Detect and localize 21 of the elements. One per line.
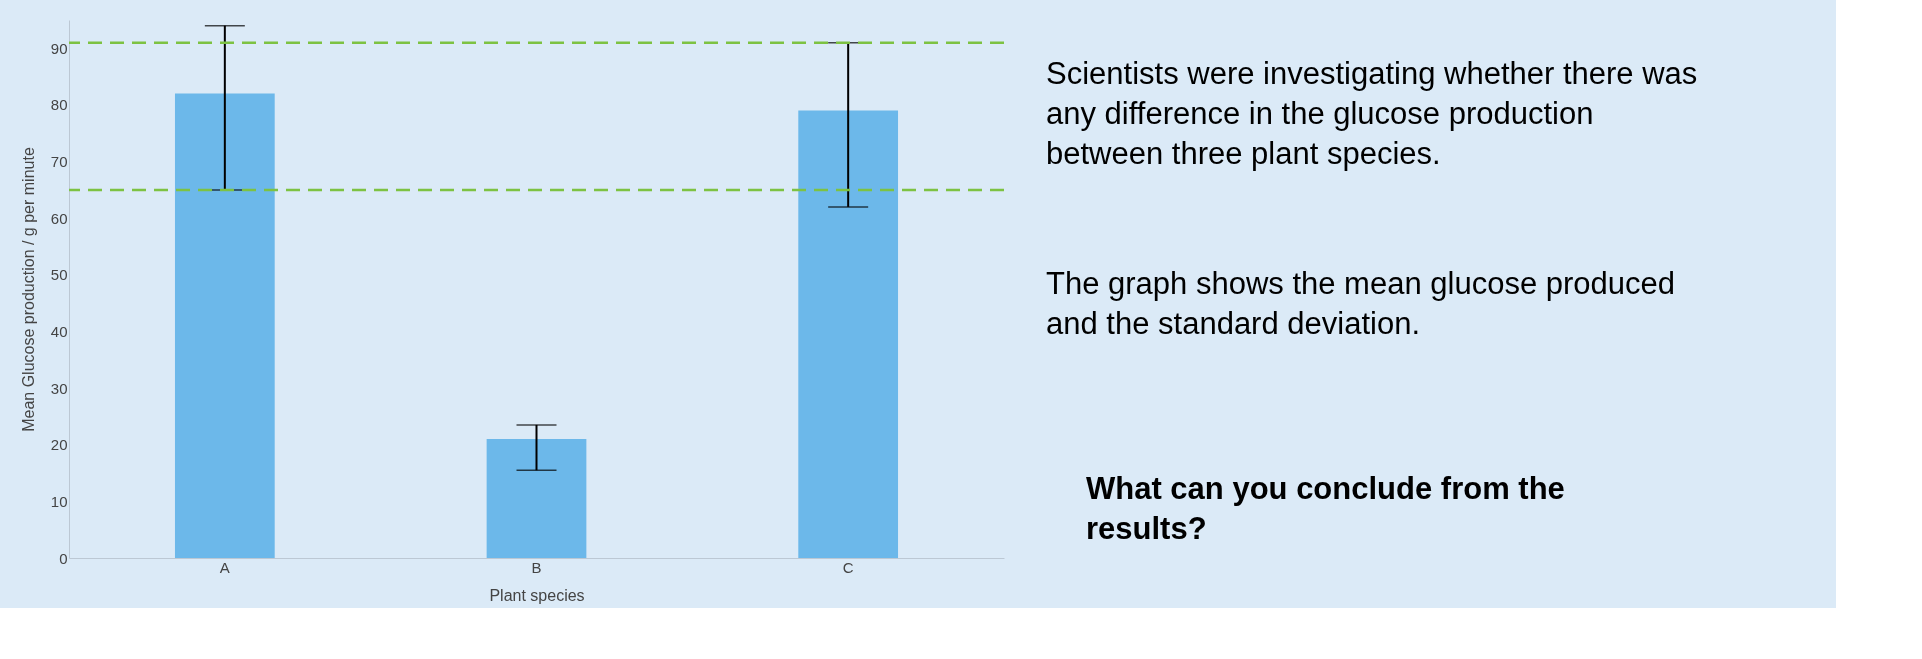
y-tick-label: 60 <box>50 209 68 227</box>
y-tick-label: 50 <box>50 266 68 284</box>
y-tick-label: 80 <box>50 96 68 114</box>
y-tick-label: 70 <box>50 153 68 171</box>
text: The graph shows the mean glucose produced and the standard deviation. <box>1046 266 1676 341</box>
bar <box>174 93 275 558</box>
y-tick-label: 30 <box>50 379 68 397</box>
x-tick-label: A <box>219 558 230 576</box>
text: Scientists were investigating whether there was any difference in the glucose production between three plant species. <box>1046 56 1698 171</box>
y-tick-label: 90 <box>50 39 68 57</box>
y-tick-label: 40 <box>50 322 68 340</box>
y-axis-title: Mean Glucose production / g per minute <box>19 147 37 432</box>
y-tick-label: 20 <box>50 436 68 454</box>
text: What can you conclude from the results? <box>1086 471 1565 546</box>
bar <box>798 110 899 558</box>
x-tick-label: B <box>531 558 542 576</box>
x-axis-title: Plant species <box>489 586 585 604</box>
x-tick-label: C <box>842 558 854 576</box>
bar <box>486 439 587 558</box>
y-tick-label: 0 <box>59 549 68 567</box>
y-tick-label: 10 <box>50 492 68 510</box>
